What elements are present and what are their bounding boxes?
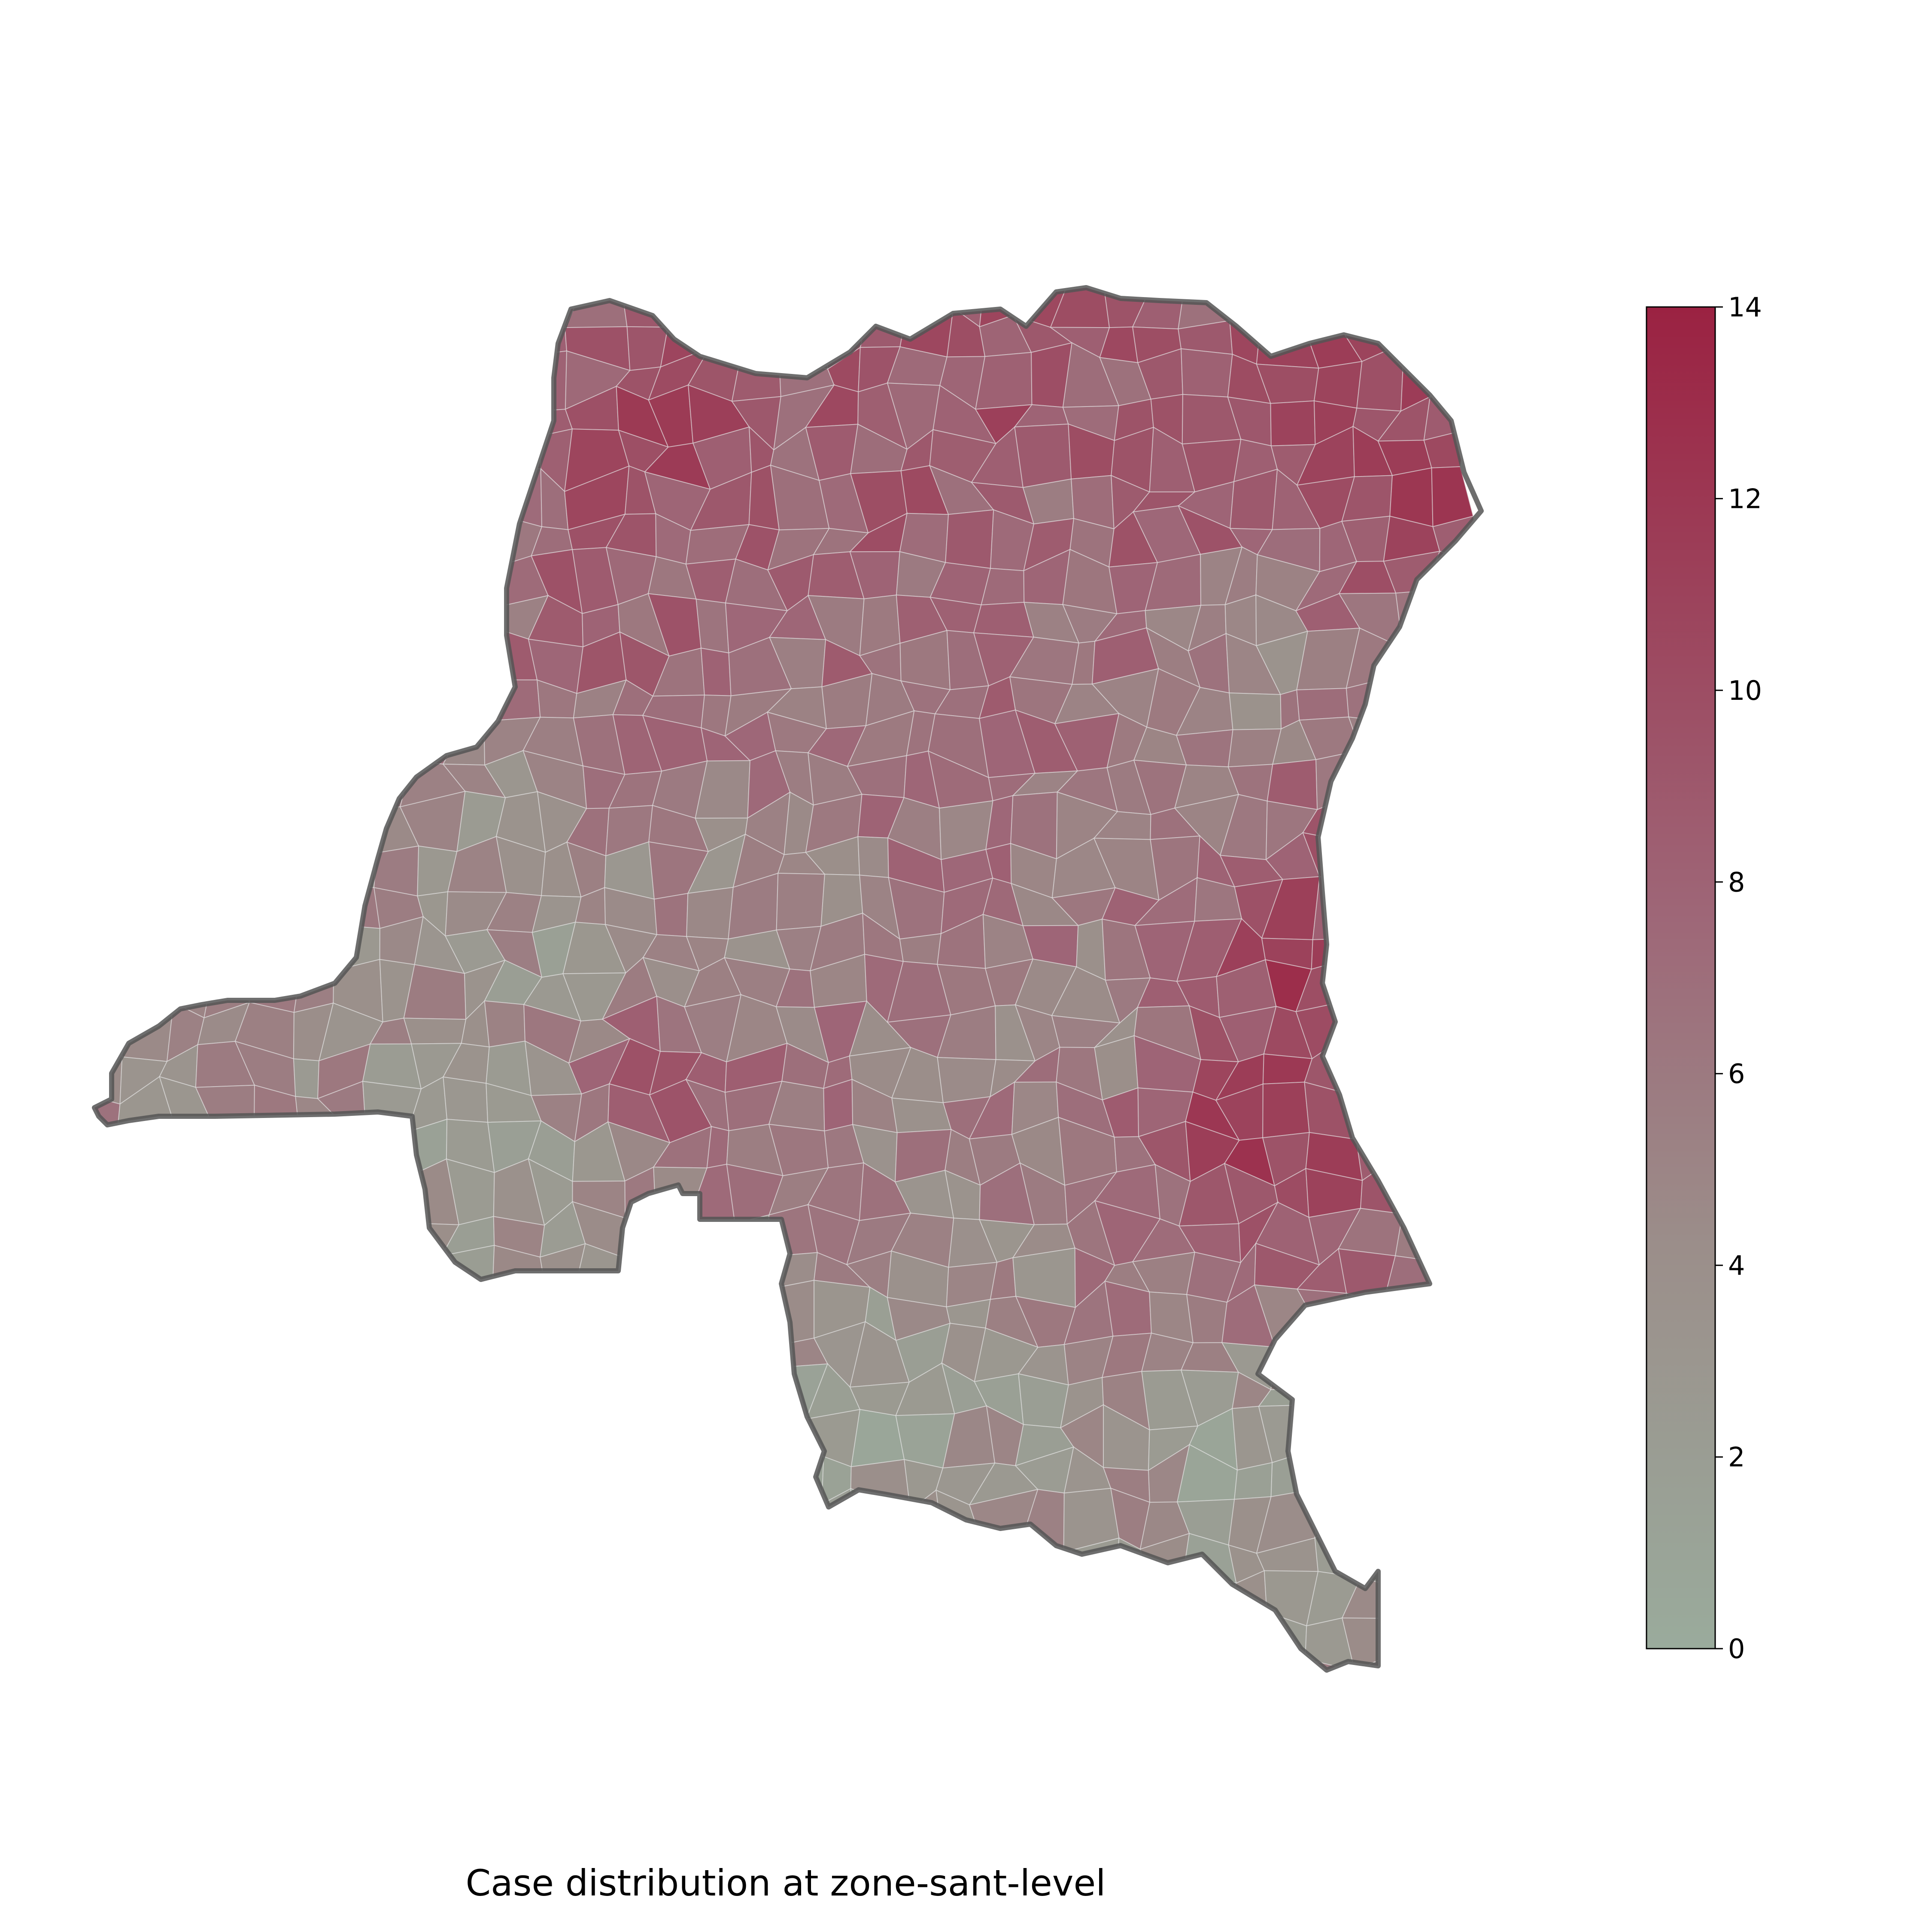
- health-zone: [653, 893, 689, 937]
- colorbar-tick-label: 10: [1728, 675, 1762, 706]
- health-zone: [443, 1076, 489, 1123]
- colorbar-tick-label: 14: [1728, 292, 1762, 323]
- health-zone: [403, 1018, 467, 1045]
- health-zone: [857, 836, 889, 878]
- health-zone: [1176, 729, 1233, 768]
- health-zone: [1270, 400, 1316, 447]
- health-zone: [945, 509, 994, 569]
- colorbar-tick-label: 4: [1728, 1250, 1745, 1281]
- colorbar-tick-label: 6: [1728, 1058, 1745, 1090]
- health-zone: [1014, 423, 1072, 488]
- colorbar-tick-label: 12: [1728, 483, 1762, 514]
- health-zone: [975, 352, 1033, 410]
- health-zone: [1346, 1656, 1386, 1670]
- health-zone: [899, 933, 942, 965]
- health-zone: [696, 598, 729, 654]
- health-zone: [891, 1097, 952, 1133]
- health-zone: [1262, 1053, 1313, 1084]
- health-zone: [1186, 1294, 1228, 1343]
- colorbar-tick-label: 2: [1728, 1442, 1745, 1473]
- health-zone: [937, 1057, 996, 1103]
- health-zone: [1262, 1081, 1310, 1139]
- colorbar-ticks: 0 2 4 6 8 10 12 14: [1715, 292, 1762, 1665]
- health-zone: [823, 1078, 854, 1132]
- map-title: Case distribution at zone-sant-level: [466, 1862, 1106, 1904]
- health-zone: [1229, 692, 1282, 730]
- health-zone: [700, 647, 732, 696]
- health-zone: [1313, 361, 1363, 409]
- health-zone: [776, 872, 825, 931]
- colorbar-tick-label: 8: [1728, 866, 1745, 898]
- health-zone: [403, 964, 467, 1020]
- health-zone: [1181, 348, 1233, 398]
- health-zone: [686, 887, 734, 940]
- health-zone: [293, 1058, 320, 1099]
- health-zone: [973, 601, 1034, 638]
- health-zone: [484, 1000, 526, 1048]
- colorbar: 0 2 4 6 8 10 12 14: [1646, 292, 1762, 1665]
- health-zone: [1305, 1617, 1355, 1670]
- health-zone: [1296, 688, 1349, 721]
- colorbar-tick-label: 0: [1728, 1633, 1745, 1665]
- colorbar-gradient-bar: [1646, 306, 1716, 1649]
- country-border: [92, 285, 1484, 1673]
